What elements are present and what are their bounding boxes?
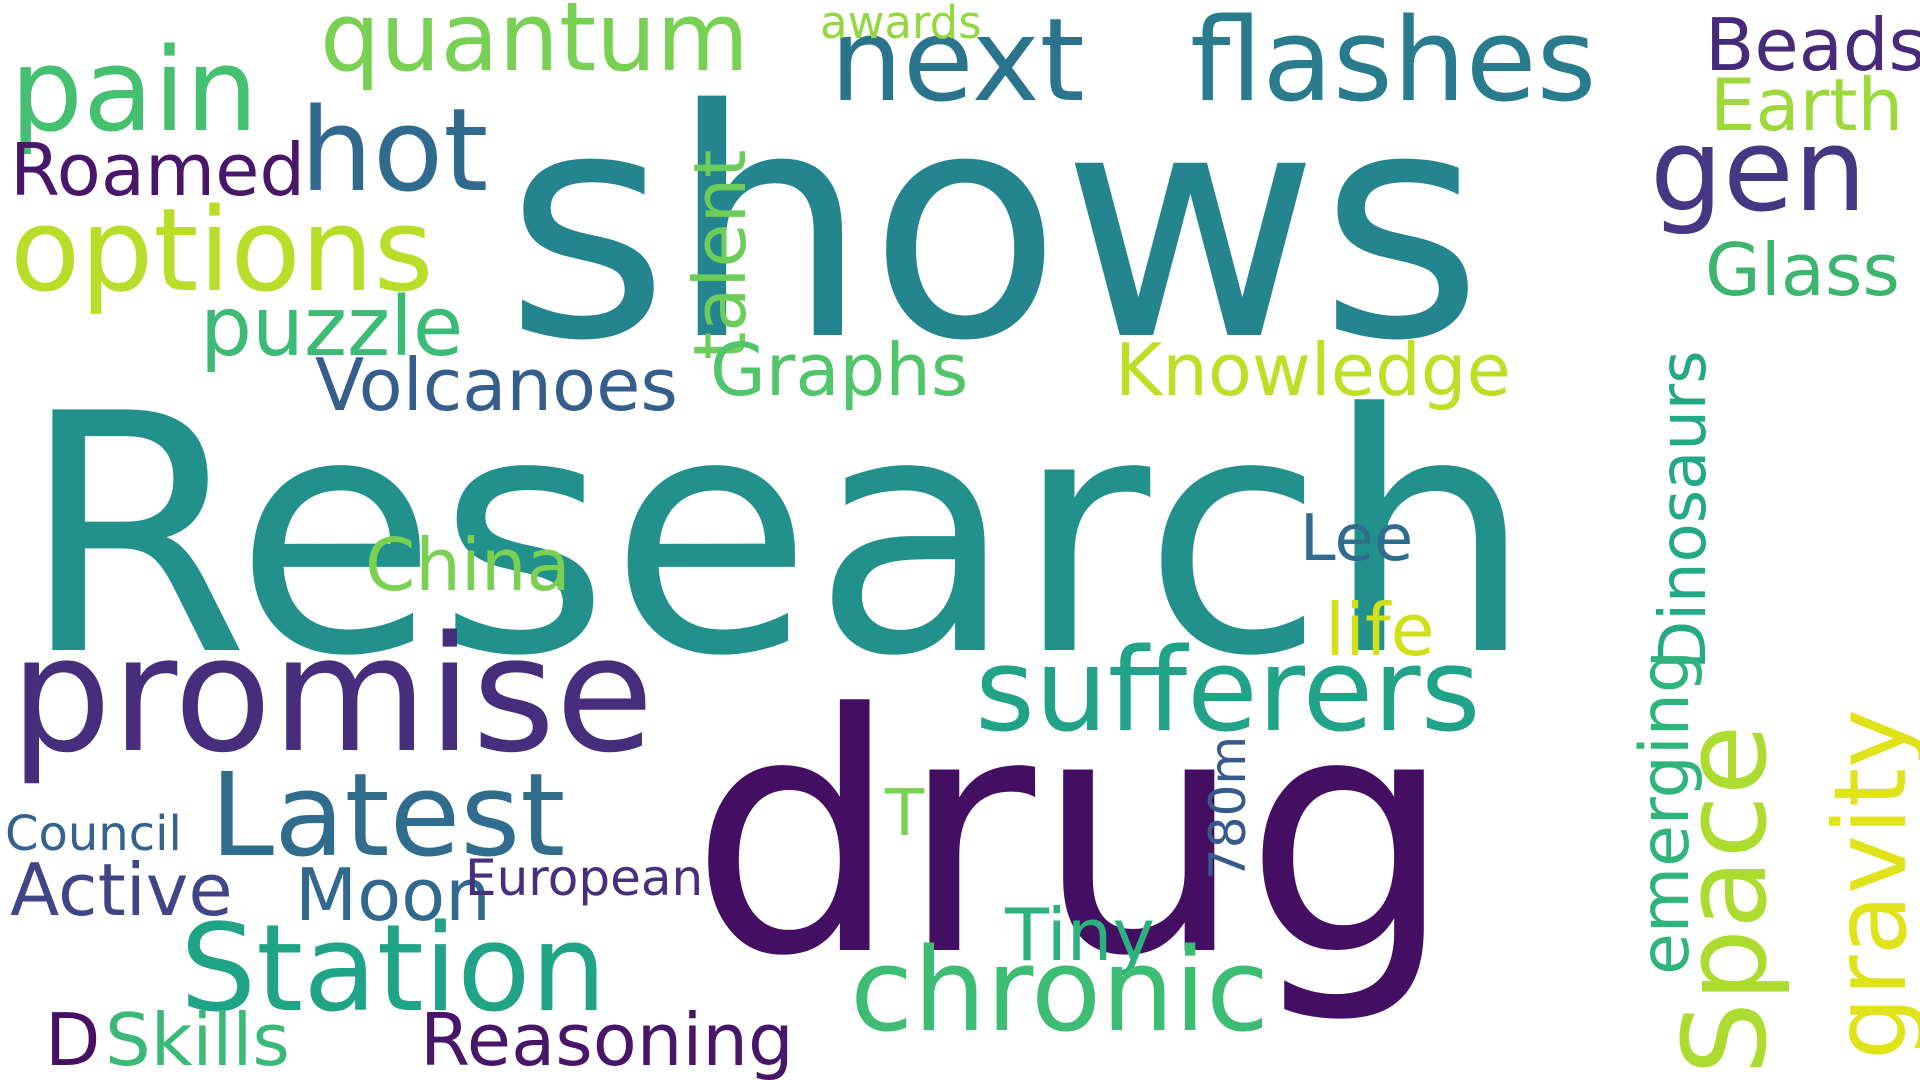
word-gravity: gravity xyxy=(1812,709,1920,1060)
word-next: next xyxy=(830,0,1085,128)
word-research: Research xyxy=(20,344,1534,728)
word-graphs: Graphs xyxy=(710,328,968,412)
word-space: Space xyxy=(1659,725,1793,1075)
word-drug: drug xyxy=(690,644,1454,1028)
word-780m: 780m xyxy=(1199,736,1257,880)
word-roamed: Roamed xyxy=(10,128,305,212)
word-puzzle: puzzle xyxy=(200,280,463,375)
word-quantum: quantum xyxy=(320,0,749,93)
word-shows: shows xyxy=(505,44,1483,410)
word-chronic: chronic xyxy=(850,924,1269,1058)
word-volcanoes: Volcanoes xyxy=(315,343,678,427)
word-options: options xyxy=(10,184,434,318)
word-flashes: flashes xyxy=(1190,0,1596,128)
word-life: life xyxy=(1325,588,1435,672)
word-talent: talent xyxy=(678,149,762,360)
word-active: Active xyxy=(10,848,233,932)
word-dinosaurs: Dinosaurs xyxy=(1647,350,1721,670)
word-latest: Latest xyxy=(210,749,565,883)
word-awards: awards xyxy=(820,0,982,49)
word-lee: Lee xyxy=(1300,502,1413,576)
word-reasoning: Reasoning xyxy=(420,998,794,1080)
word-hot: hot xyxy=(300,84,488,218)
word-promise: promise xyxy=(10,601,654,788)
word-european: European xyxy=(465,849,703,907)
word-glass: Glass xyxy=(1705,228,1900,312)
word-earth: Earth xyxy=(1710,63,1903,147)
word-sufferers: sufferers xyxy=(975,624,1480,758)
word-skills: Skills xyxy=(105,998,290,1080)
word-t: T xyxy=(884,777,925,851)
word-station: Station xyxy=(180,900,607,1039)
word-knowledge: Knowledge xyxy=(1115,328,1511,412)
word-gen: gen xyxy=(1650,104,1867,238)
word-emerging: emerging xyxy=(1626,650,1705,975)
word-china: China xyxy=(365,523,571,607)
word-d: D xyxy=(45,998,100,1080)
word-council: Council xyxy=(5,806,182,862)
word-moon: Moon xyxy=(295,853,491,937)
word-pain: pain xyxy=(10,24,258,158)
word-beads: Beads xyxy=(1705,3,1920,87)
word-tiny: Tiny xyxy=(1004,893,1155,977)
